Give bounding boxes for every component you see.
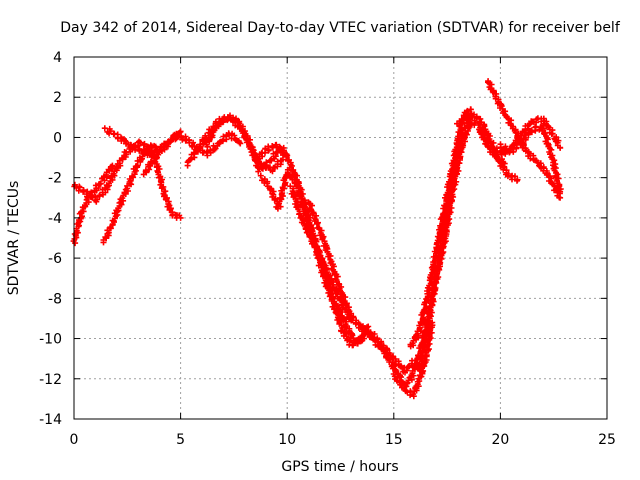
grid (74, 57, 607, 419)
x-tick-label: 20 (491, 432, 509, 448)
data-point-markers (100, 145, 184, 246)
y-tick-label: -14 (39, 412, 62, 428)
satellite-trace-10 (287, 183, 372, 349)
y-axis-tick-labels: -14 -12 -10 -8 -6 -4 -2 0 2 4 (39, 50, 62, 428)
x-axis-label: GPS time / hours (281, 459, 398, 475)
plot-area (70, 78, 564, 400)
chart-title: Day 342 of 2014, Sidereal Day-to-day VTE… (60, 20, 621, 36)
y-tick-label: 2 (53, 90, 62, 106)
satellite-trace-12 (359, 319, 436, 400)
axis-ticks (73, 56, 608, 420)
y-axis-label: SDTVAR / TECUs (6, 181, 22, 296)
data-point-markers (359, 319, 436, 400)
y-tick-label: -2 (48, 171, 62, 187)
y-tick-label: 4 (53, 50, 62, 66)
data-point-markers (287, 183, 372, 349)
plot-frame (73, 56, 608, 420)
y-tick-label: -4 (48, 211, 62, 227)
y-tick-label: -10 (39, 332, 62, 348)
satellite-trace-11 (305, 199, 419, 376)
x-tick-label: 0 (70, 432, 79, 448)
y-tick-label: -12 (39, 372, 62, 388)
satellite-trace-19 (497, 122, 564, 195)
x-tick-label: 5 (176, 432, 185, 448)
data-point-markers (305, 199, 419, 376)
x-tick-label: 15 (385, 432, 403, 448)
y-tick-label: 0 (53, 130, 62, 146)
y-tick-label: -6 (48, 251, 62, 267)
data-point-markers (497, 122, 564, 195)
x-tick-label: 25 (598, 432, 616, 448)
satellite-trace-3 (100, 145, 184, 246)
y-tick-label: -8 (48, 291, 62, 307)
x-tick-label: 10 (278, 432, 296, 448)
x-axis-tick-labels: 0 5 10 15 20 25 (70, 432, 616, 448)
